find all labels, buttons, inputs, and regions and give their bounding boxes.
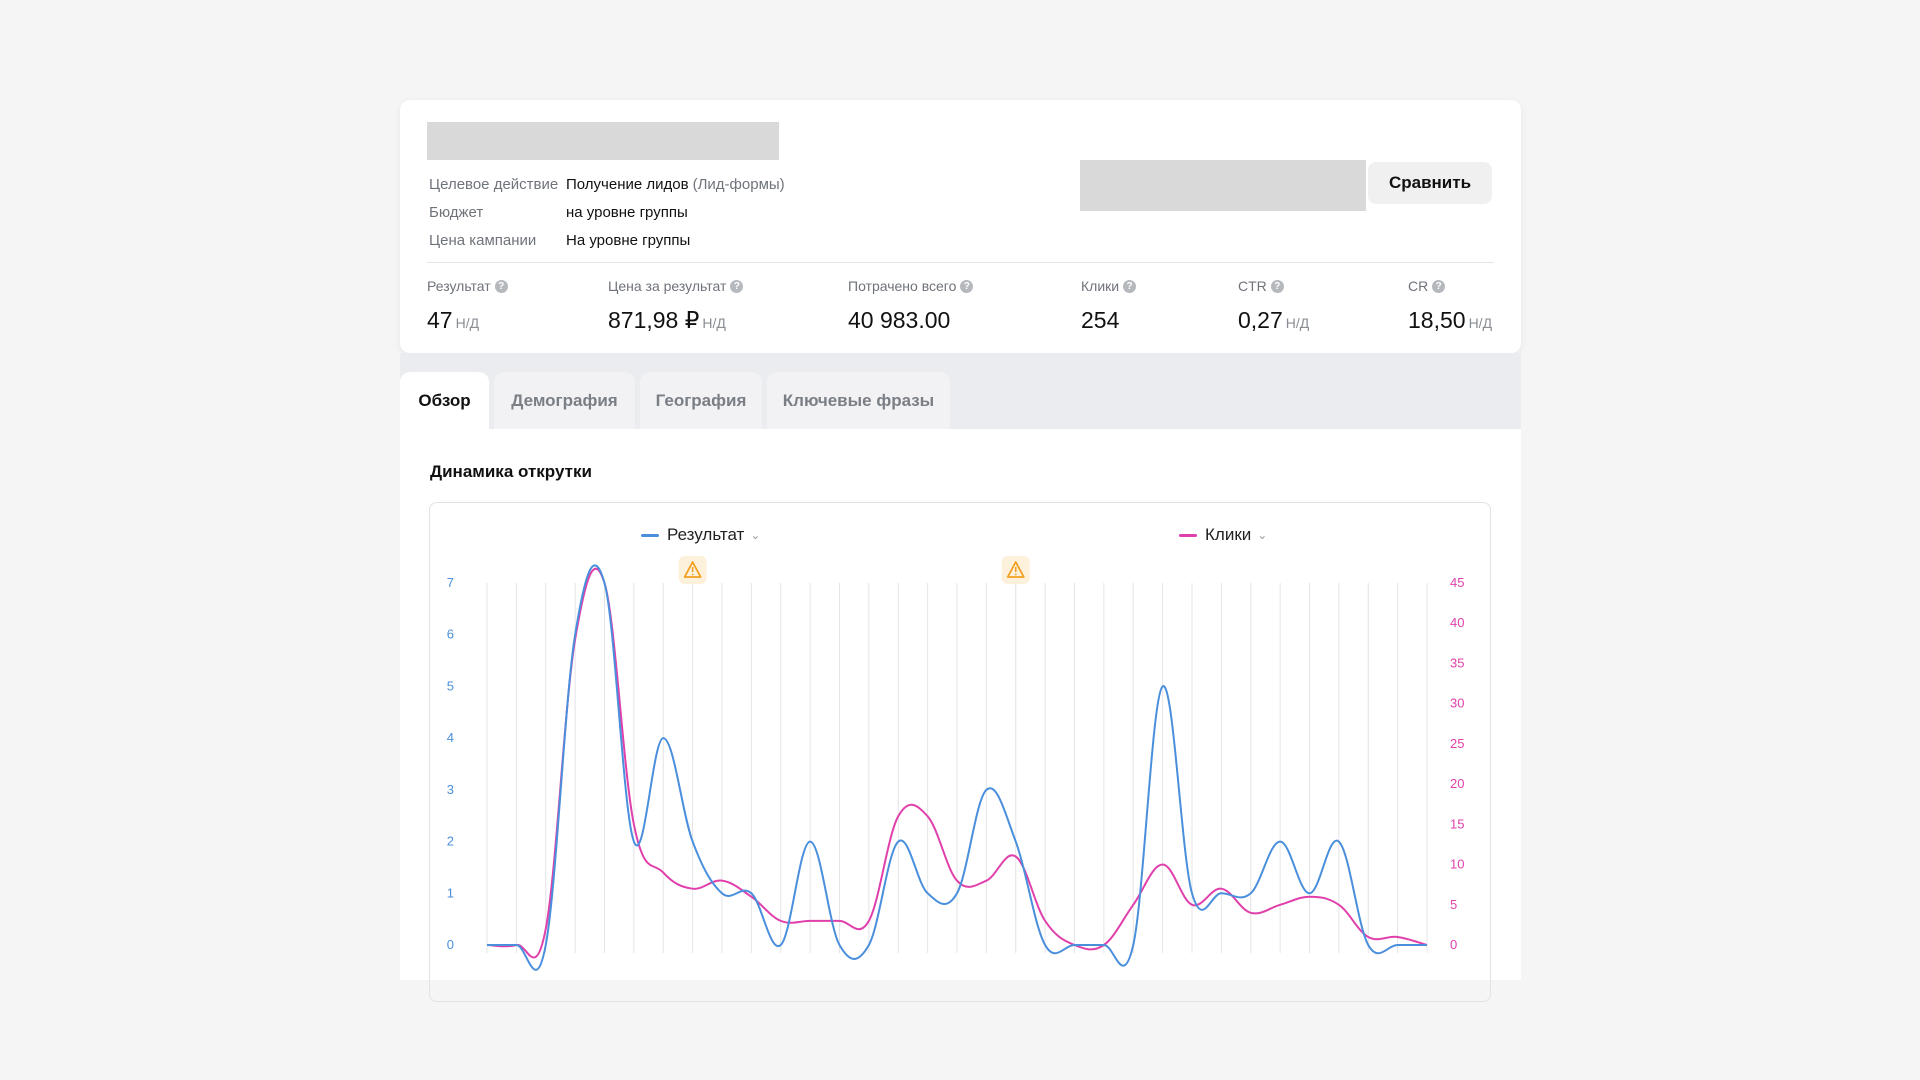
- stat-label: CTR: [1238, 278, 1267, 294]
- warning-triangle-icon: [691, 573, 694, 576]
- meta-value: на уровне группы: [566, 203, 688, 221]
- meta-row-target-action: Целевое действие Получение лидов (Лид-фо…: [429, 170, 785, 198]
- campaign-name-placeholder: [427, 122, 779, 160]
- overview-content: Динамика открутки Результат ⌄ Клики ⌄ 0 1…: [400, 429, 1521, 1002]
- stat-cr: CR? 18,50 Н/Д: [1408, 278, 1492, 334]
- stat-nd: Н/Д: [455, 315, 480, 331]
- stat-cost-per-result: Цена за результат? 871,98 ₽ Н/Д: [608, 278, 744, 334]
- y-right-tick-label: 40: [1450, 615, 1464, 630]
- compare-period-placeholder[interactable]: [1080, 160, 1366, 211]
- divider: [427, 262, 1494, 263]
- y-right-tick-label: 10: [1450, 857, 1464, 872]
- y-right-tick-label: 0: [1450, 937, 1457, 952]
- warning-triangle-icon: [1014, 573, 1017, 576]
- chart-container: Результат ⌄ Клики ⌄ 0 1 2 3 4 5 6 7 0 5 10 15 20 25 30…: [429, 502, 1491, 1002]
- question-circle-icon[interactable]: ?: [960, 279, 974, 293]
- stat-label: CR: [1408, 278, 1429, 294]
- warning-triangle-icon: [1006, 561, 1025, 578]
- stat-ctr: CTR? 0,27 Н/Д: [1238, 278, 1309, 334]
- y-right-tick-label: 35: [1450, 655, 1464, 670]
- question-circle-icon[interactable]: ?: [1432, 279, 1446, 293]
- legend-result-dropdown[interactable]: Результат ⌄: [641, 525, 760, 545]
- y-left-tick-label: 3: [447, 782, 454, 797]
- stat-nd: Н/Д: [1468, 315, 1493, 331]
- y-left-tick-label: 7: [447, 575, 454, 590]
- question-circle-icon[interactable]: ?: [1123, 279, 1137, 293]
- y-left-tick-label: 6: [447, 627, 454, 642]
- y-right-tick-label: 15: [1450, 816, 1464, 831]
- question-circle-icon[interactable]: ?: [494, 279, 508, 293]
- legend-swatch: [641, 533, 659, 537]
- stat-value: 0,27: [1238, 307, 1283, 333]
- meta-label: Цена кампании: [429, 231, 537, 249]
- y-left-tick-label: 5: [447, 678, 454, 693]
- meta-value: Получение лидов: [566, 175, 689, 193]
- legend-label: Результат: [667, 525, 745, 544]
- y-right-tick-label: 5: [1450, 897, 1457, 912]
- legend-clicks-dropdown[interactable]: Клики ⌄: [1179, 525, 1267, 545]
- stat-value: 254: [1081, 307, 1120, 333]
- section-title: Динамика открутки: [430, 462, 592, 481]
- meta-row-budget: Бюджет на уровне группы: [429, 198, 785, 226]
- stat-value: 47: [427, 307, 453, 333]
- chevron-down-icon: ⌄: [1257, 528, 1268, 542]
- stat-label: Клики: [1081, 278, 1120, 294]
- y-right-tick-label: 25: [1450, 736, 1464, 751]
- stat-value: 40 983.00: [848, 307, 951, 333]
- y-left-tick-label: 0: [447, 937, 454, 952]
- tab-keyphrases[interactable]: Ключевые фразы: [767, 372, 950, 429]
- stat-spent-total: Потрачено всего? 40 983.00: [848, 278, 974, 334]
- stat-nd: Н/Д: [702, 315, 726, 331]
- stat-label: Результат: [427, 278, 491, 294]
- compare-button[interactable]: Сравнить: [1368, 162, 1492, 204]
- question-circle-icon[interactable]: ?: [730, 279, 744, 293]
- y-left-tick-label: 1: [447, 885, 454, 900]
- campaign-summary-card: Целевое действие Получение лидов (Лид-фо…: [400, 100, 1521, 353]
- y-left-tick-label: 2: [447, 834, 454, 849]
- stat-label: Цена за результат: [608, 278, 727, 294]
- stat-clicks: Клики? 254: [1081, 278, 1137, 334]
- legend-label: Клики: [1205, 525, 1252, 544]
- y-right-tick-label: 20: [1450, 776, 1464, 791]
- meta-value: На уровне группы: [566, 231, 691, 249]
- y-right-tick-label: 30: [1450, 696, 1464, 711]
- meta-row-campaign-price: Цена кампании На уровне группы: [429, 226, 785, 254]
- y-right-tick-label: 45: [1450, 575, 1464, 590]
- legend-swatch: [1179, 533, 1197, 537]
- stat-value: 18,50: [1408, 307, 1466, 333]
- question-circle-icon[interactable]: ?: [1270, 279, 1284, 293]
- series-line-result: [487, 564, 1427, 971]
- chevron-down-icon: ⌄: [750, 528, 761, 542]
- meta-label: Целевое действие: [429, 175, 559, 193]
- tab-overview[interactable]: Обзор: [400, 372, 489, 429]
- y-left-tick-label: 4: [447, 730, 454, 745]
- tab-geography[interactable]: География: [640, 372, 762, 429]
- campaign-meta: Целевое действие Получение лидов (Лид-фо…: [429, 170, 785, 254]
- stat-label: Потрачено всего: [848, 278, 957, 294]
- meta-label: Бюджет: [429, 203, 484, 221]
- warning-triangle-icon: [683, 561, 702, 578]
- stat-nd: Н/Д: [1285, 315, 1310, 331]
- tab-demography[interactable]: Демография: [494, 372, 635, 429]
- stat-result: Результат? 47 Н/Д: [427, 278, 508, 334]
- meta-hint: (Лид-формы): [692, 175, 785, 193]
- stat-value: 871,98 ₽: [608, 307, 700, 333]
